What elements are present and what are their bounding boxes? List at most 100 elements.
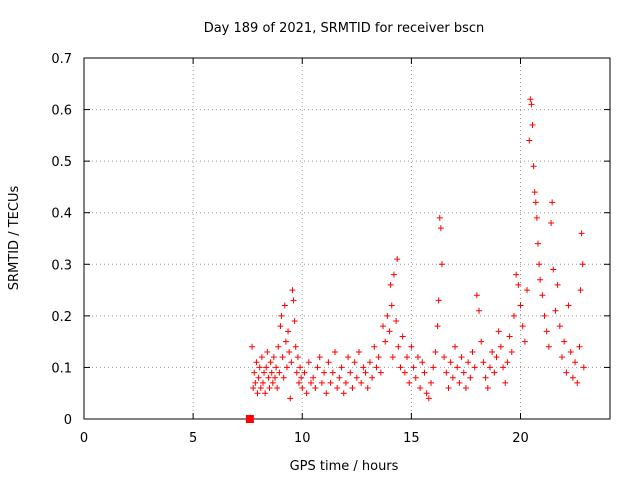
data-point	[345, 354, 352, 361]
data-point	[404, 354, 411, 361]
data-point	[452, 343, 459, 350]
data-point	[285, 328, 292, 335]
data-point	[414, 354, 421, 361]
data-point	[519, 323, 526, 330]
data-point	[395, 343, 402, 350]
data-point	[529, 122, 536, 129]
data-point	[250, 385, 257, 392]
y-tick-label: 0.5	[51, 155, 72, 170]
data-point	[271, 374, 278, 381]
data-point	[358, 379, 365, 386]
zero-marker	[245, 415, 254, 423]
data-point	[371, 343, 378, 350]
data-point	[437, 225, 444, 232]
data-point	[347, 369, 354, 376]
data-point	[356, 348, 363, 355]
data-point	[256, 364, 263, 371]
data-point	[506, 333, 513, 340]
data-point	[469, 348, 476, 355]
data-point	[478, 338, 485, 345]
data-point	[438, 261, 445, 268]
axis-ticks: 0 5 10 15 20 0 0.1 0.2 0.3 0.4 0.5 0.6 0.7	[51, 52, 610, 446]
data-point	[579, 261, 586, 268]
data-point	[567, 348, 574, 355]
data-point	[329, 369, 336, 376]
data-point	[430, 364, 437, 371]
data-point	[288, 359, 295, 366]
x-tick-label: 5	[189, 431, 197, 446]
data-point	[508, 348, 515, 355]
x-tick-label: 20	[512, 431, 529, 446]
data-point	[495, 328, 502, 335]
data-point	[280, 374, 287, 381]
data-point	[537, 276, 544, 283]
data-point	[264, 348, 271, 355]
data-point	[276, 369, 283, 376]
data-point	[382, 338, 389, 345]
data-point	[257, 385, 264, 392]
data-point	[410, 364, 417, 371]
data-point	[318, 379, 325, 386]
data-point	[297, 364, 304, 371]
data-point	[465, 359, 472, 366]
data-point	[563, 369, 570, 376]
data-point	[458, 354, 465, 361]
data-point	[401, 369, 408, 376]
data-point	[316, 354, 323, 361]
plot-frame	[83, 57, 611, 420]
data-point	[578, 230, 585, 237]
data-point	[521, 338, 528, 345]
data-point	[454, 364, 461, 371]
data-point	[273, 364, 280, 371]
data-point	[569, 374, 576, 381]
data-point	[497, 343, 504, 350]
data-point	[549, 199, 556, 206]
x-axis-label: GPS time / hours	[290, 459, 399, 474]
data-point	[526, 137, 533, 144]
data-point	[262, 390, 269, 397]
data-point	[278, 312, 285, 319]
data-point	[268, 369, 275, 376]
x-tick-label: 10	[294, 431, 311, 446]
data-point	[255, 374, 262, 381]
data-point	[502, 379, 509, 386]
data-point	[266, 385, 273, 392]
data-point	[565, 302, 572, 309]
data-point	[530, 163, 537, 170]
data-point	[325, 359, 332, 366]
data-point	[342, 379, 349, 386]
data-point	[263, 364, 270, 371]
data-point	[513, 271, 520, 278]
data-point	[552, 307, 559, 314]
data-point	[267, 359, 274, 366]
chart-title: Day 189 of 2021, SRMTID for receiver bsc…	[204, 21, 485, 36]
data-point	[336, 374, 343, 381]
data-point	[476, 307, 483, 314]
data-point	[558, 354, 565, 361]
data-point	[373, 364, 380, 371]
data-point	[489, 348, 496, 355]
data-point	[312, 385, 319, 392]
data-point	[419, 359, 426, 366]
data-point	[449, 374, 456, 381]
data-point	[310, 374, 317, 381]
y-tick-label: 0	[64, 413, 72, 428]
data-point	[301, 369, 308, 376]
data-point	[527, 96, 534, 103]
data-point	[283, 364, 290, 371]
data-point	[252, 379, 259, 386]
data-point	[253, 359, 260, 366]
data-point	[482, 374, 489, 381]
data-point	[408, 343, 415, 350]
data-point	[572, 359, 579, 366]
data-points	[245, 96, 587, 423]
data-point	[303, 390, 310, 397]
data-point	[574, 379, 581, 386]
data-point	[406, 379, 413, 386]
data-point	[254, 390, 261, 397]
data-point	[269, 379, 276, 386]
data-point	[471, 364, 478, 371]
data-point	[327, 379, 334, 386]
data-point	[321, 369, 328, 376]
